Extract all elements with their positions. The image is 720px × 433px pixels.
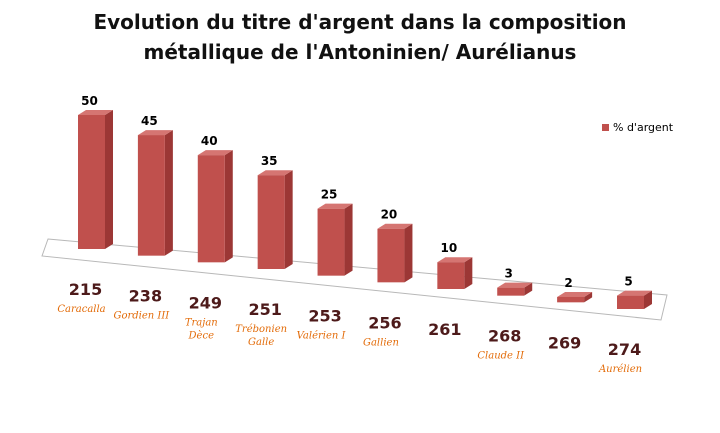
year-label-251: 251 — [248, 300, 281, 319]
value-label-251: 35 — [261, 154, 278, 168]
chart-title-line-2: métallique de l'Antoninien/ Aurélianus — [143, 40, 577, 64]
chart-title-line-1: Evolution du titre d'argent dans la comp… — [93, 10, 627, 34]
bar-side-238 — [164, 130, 173, 256]
bar-side-215 — [105, 110, 113, 249]
value-label-261: 10 — [440, 241, 457, 255]
bar-top-215 — [78, 110, 113, 115]
bar-top-253 — [317, 203, 353, 209]
emperor-label-251-0: Trébonien — [235, 324, 287, 335]
bar-top-251 — [257, 170, 293, 176]
year-label-261: 261 — [428, 320, 461, 339]
bar-side-269 — [584, 291, 593, 303]
value-label-256: 20 — [381, 208, 398, 222]
bar-top-274 — [617, 290, 652, 296]
emperor-label-249-1: Dèce — [188, 330, 215, 341]
year-label-238: 238 — [129, 287, 162, 306]
bar-side-274 — [644, 290, 652, 309]
bar-268 — [497, 287, 525, 296]
bar-top-261 — [437, 257, 473, 263]
bar-side-253 — [344, 203, 353, 276]
bar-top-269 — [557, 291, 593, 297]
year-label-249: 249 — [189, 293, 222, 312]
year-label-256: 256 — [368, 313, 401, 332]
year-label-215: 215 — [69, 280, 102, 299]
bar-269 — [557, 296, 585, 303]
value-label-268: 3 — [505, 267, 513, 281]
year-label-268: 268 — [488, 327, 521, 346]
bar-top-268 — [497, 282, 533, 288]
year-label-269: 269 — [548, 333, 581, 352]
emperor-label-238-0: Gordien III — [113, 311, 170, 322]
bar-side-256 — [404, 223, 413, 283]
legend-label: % d'argent — [613, 121, 674, 134]
bar-215 — [78, 115, 105, 249]
year-label-253: 253 — [308, 307, 341, 326]
emperor-label-256-0: Gallien — [363, 337, 399, 348]
year-label-274: 274 — [608, 340, 641, 359]
emperor-label-249-0: Trajan — [185, 317, 218, 328]
value-label-274: 5 — [624, 275, 632, 289]
value-label-249: 40 — [201, 134, 218, 148]
bar-top-249 — [197, 150, 233, 156]
bar-253 — [317, 208, 345, 276]
bar-238 — [137, 135, 165, 256]
bar-side-249 — [224, 150, 233, 263]
value-label-269: 2 — [564, 276, 572, 290]
emperor-label-251-1: Galle — [248, 337, 274, 348]
value-label-215: 50 — [81, 94, 98, 108]
legend-swatch — [602, 124, 609, 131]
emperor-label-215-0: Caracalla — [57, 304, 105, 315]
bar-251 — [257, 175, 285, 269]
emperor-label-268-0: Claude II — [477, 351, 525, 362]
bar-side-268 — [524, 282, 533, 296]
chart-legend: % d'argent — [602, 121, 673, 134]
bar-side-261 — [464, 257, 473, 289]
bar-top-256 — [377, 223, 413, 229]
floor-plane — [41, 238, 668, 321]
emperor-label-253-0: Valérien I — [297, 331, 347, 342]
bar-side-251 — [284, 170, 293, 269]
bar-261 — [437, 262, 465, 289]
emperor-label-274-0: Aurélien — [598, 364, 642, 375]
value-label-253: 25 — [321, 188, 338, 202]
bar-249 — [197, 155, 225, 263]
value-label-238: 45 — [141, 114, 158, 128]
bar-256 — [377, 228, 405, 283]
bar-top-238 — [137, 130, 173, 136]
bar-274 — [617, 295, 644, 309]
